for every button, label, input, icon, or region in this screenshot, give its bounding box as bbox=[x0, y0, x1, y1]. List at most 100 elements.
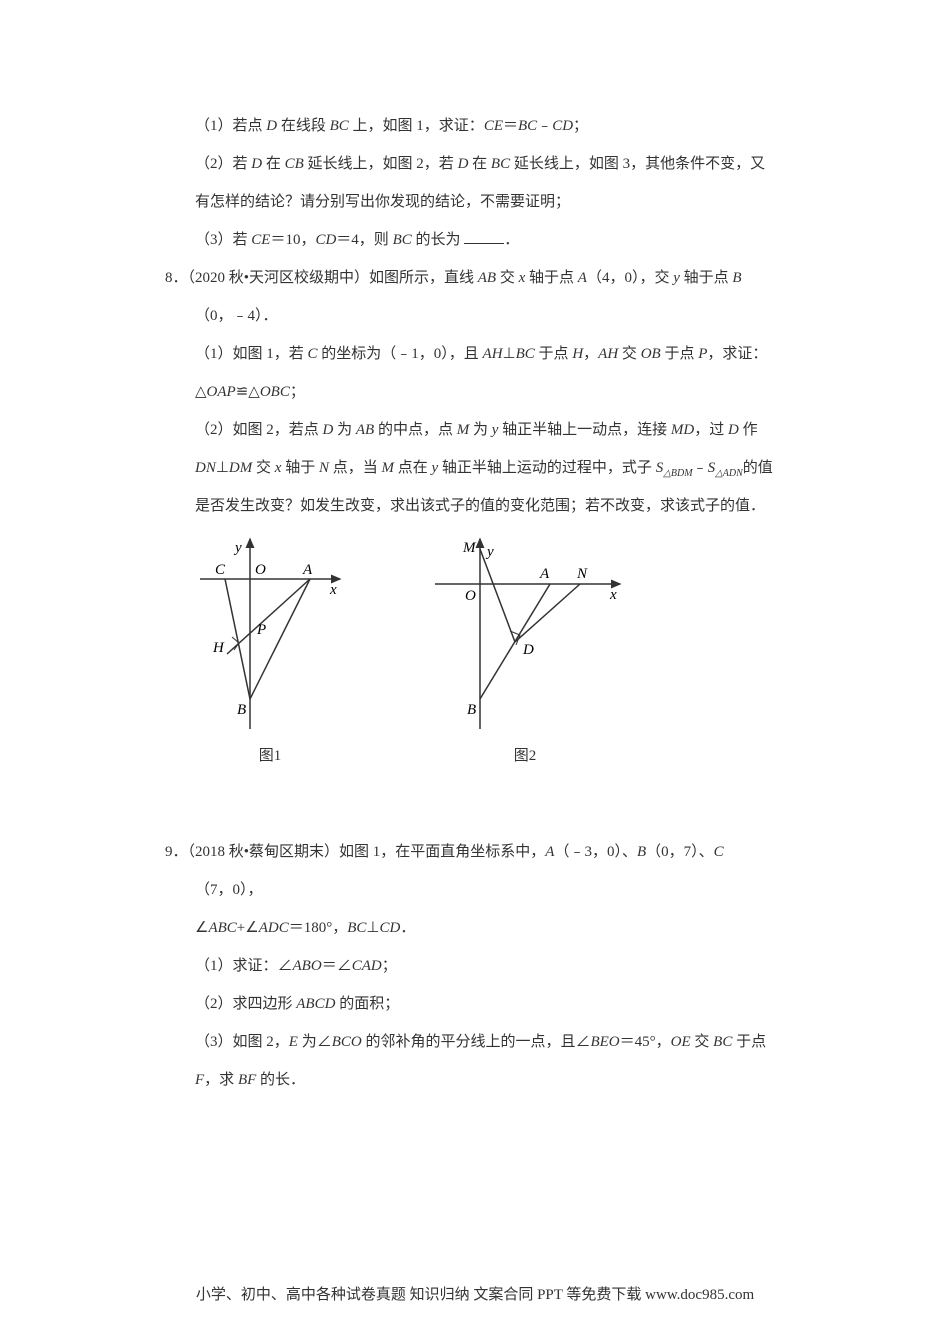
svg-text:D: D bbox=[522, 642, 534, 658]
svg-text:y: y bbox=[233, 540, 242, 556]
var-ADC: ADC bbox=[259, 920, 289, 936]
text: ⊥ bbox=[503, 346, 516, 362]
q7-p2: （2）若 D 在 CB 延长线上，如图 2，若 D 在 BC 延长线上，如图 3… bbox=[165, 146, 785, 182]
text: 延长线上，如图 2，若 bbox=[304, 156, 458, 172]
var-AB: AB bbox=[478, 270, 496, 286]
text: ＝∠ bbox=[322, 958, 352, 974]
figure-2: M y O A N x D B 图2 bbox=[425, 534, 625, 774]
text: 的坐标为（﹣1，0），且 bbox=[318, 346, 483, 362]
text: 的长． bbox=[256, 1072, 305, 1088]
q9-line3: ∠ABC+∠ADC＝180°，BC⊥CD． bbox=[165, 910, 785, 946]
var-OBC: OBC bbox=[260, 384, 290, 400]
var-CE: CE bbox=[484, 118, 503, 134]
text: ∠ bbox=[195, 920, 208, 936]
var-BC: BC bbox=[491, 156, 510, 172]
var-AH: AH bbox=[598, 346, 618, 362]
var-MD: MD bbox=[671, 422, 694, 438]
var-BC: BC bbox=[347, 920, 366, 936]
svg-text:x: x bbox=[329, 582, 337, 598]
svg-text:O: O bbox=[465, 588, 476, 604]
q8-p2-line2: DN⊥DM 交 x 轴于 N 点，当 M 点在 y 轴正半轴上运动的过程中，式子… bbox=[165, 450, 785, 486]
var-CE: CE bbox=[251, 232, 270, 248]
text: 的中点，点 bbox=[374, 422, 457, 438]
text: 轴于点 bbox=[525, 270, 578, 286]
text: 9．（2018 秋•蔡甸区期末）如图 1，在平面直角坐标系中， bbox=[165, 844, 545, 860]
text: ； bbox=[290, 384, 305, 400]
svg-text:y: y bbox=[485, 544, 494, 560]
q7-p1: （1）若点 D 在线段 BC 上，如图 1，求证：CE＝BC﹣CD； bbox=[165, 108, 785, 144]
var-CAD: CAD bbox=[352, 958, 382, 974]
text: △ bbox=[195, 384, 207, 400]
text: ＝4，则 bbox=[336, 232, 392, 248]
text: 在线段 bbox=[277, 118, 330, 134]
var-C: C bbox=[714, 844, 724, 860]
svg-text:C: C bbox=[215, 562, 226, 578]
svg-text:x: x bbox=[609, 587, 617, 603]
text: 于点 bbox=[535, 346, 573, 362]
var-D: D bbox=[458, 156, 469, 172]
text: ； bbox=[382, 958, 397, 974]
svg-text:A: A bbox=[302, 562, 313, 578]
var-BC: BC bbox=[713, 1034, 732, 1050]
text: 延长线上，如图 3，其他条件不变，又 bbox=[510, 156, 765, 172]
text: （﹣3，0）、 bbox=[554, 844, 637, 860]
text: 的值 bbox=[743, 460, 773, 476]
text: ﹣ bbox=[693, 460, 708, 476]
svg-text:B: B bbox=[467, 702, 476, 718]
text: ． bbox=[504, 232, 519, 248]
var-D: D bbox=[323, 422, 334, 438]
svg-text:H: H bbox=[212, 640, 225, 656]
var-BF: BF bbox=[238, 1072, 256, 1088]
text: 在 bbox=[262, 156, 285, 172]
text: ﹣ bbox=[537, 118, 552, 134]
var-B: B bbox=[637, 844, 646, 860]
q9-header: 9．（2018 秋•蔡甸区期末）如图 1，在平面直角坐标系中，A（﹣3，0）、B… bbox=[165, 834, 785, 870]
text: △ bbox=[248, 384, 260, 400]
var-D: D bbox=[266, 118, 277, 134]
blank-fill bbox=[464, 231, 504, 245]
svg-text:M: M bbox=[462, 540, 477, 556]
text: ≌ bbox=[236, 384, 249, 400]
svg-text:P: P bbox=[256, 622, 266, 638]
var-M: M bbox=[381, 460, 394, 476]
var-y: y bbox=[673, 270, 680, 286]
svg-text:B: B bbox=[237, 702, 246, 718]
text: （2）求四边形 bbox=[195, 996, 296, 1012]
figure-2-label: 图2 bbox=[425, 738, 625, 774]
text: 于点 bbox=[732, 1034, 766, 1050]
var-D: D bbox=[728, 422, 739, 438]
text: （0，7）、 bbox=[646, 844, 714, 860]
var-A: A bbox=[578, 270, 587, 286]
figure-1: C O A x y H P B 图1 bbox=[195, 534, 345, 774]
var-BEO: BEO bbox=[590, 1034, 619, 1050]
q8-p2: （2）如图 2，若点 D 为 AB 的中点，点 M 为 y 轴正半轴上一动点，连… bbox=[165, 412, 785, 448]
text: ； bbox=[573, 118, 588, 134]
q9-p1: （1）求证：∠ABO＝∠CAD； bbox=[165, 948, 785, 984]
var-ABC: ABC bbox=[208, 920, 236, 936]
q8-header: 8．（2020 秋•天河区校级期中）如图所示，直线 AB 交 x 轴于点 A（4… bbox=[165, 260, 785, 296]
var-B: B bbox=[732, 270, 741, 286]
text: ， bbox=[583, 346, 598, 362]
var-AB: AB bbox=[356, 422, 374, 438]
text: 交 bbox=[252, 460, 275, 476]
var-CD: CD bbox=[552, 118, 573, 134]
text: 点，当 bbox=[329, 460, 382, 476]
svg-text:N: N bbox=[576, 566, 588, 582]
text: ＝ bbox=[503, 118, 518, 134]
text: ，求 bbox=[204, 1072, 238, 1088]
sub-BDM: △BDM bbox=[663, 468, 692, 479]
var-F: F bbox=[195, 1072, 204, 1088]
text: （1）若点 bbox=[195, 118, 266, 134]
q9-header-line2: （7，0）， bbox=[165, 872, 785, 908]
page-footer: 小学、初中、高中各种试卷真题 知识归纳 文案合同 PPT 等免费下载 www.d… bbox=[0, 1283, 950, 1304]
text: 的面积； bbox=[335, 996, 399, 1012]
var-H: H bbox=[572, 346, 583, 362]
text: （1）如图 1，若 bbox=[195, 346, 308, 362]
text: 的邻补角的平分线上的一点，且∠ bbox=[362, 1034, 591, 1050]
text: 轴于点 bbox=[680, 270, 733, 286]
var-OAP: OAP bbox=[207, 384, 236, 400]
text: ⊥ bbox=[216, 460, 229, 476]
text: 8．（2020 秋•天河区校级期中）如图所示，直线 bbox=[165, 270, 478, 286]
var-CD: CD bbox=[315, 232, 336, 248]
var-AH: AH bbox=[483, 346, 503, 362]
